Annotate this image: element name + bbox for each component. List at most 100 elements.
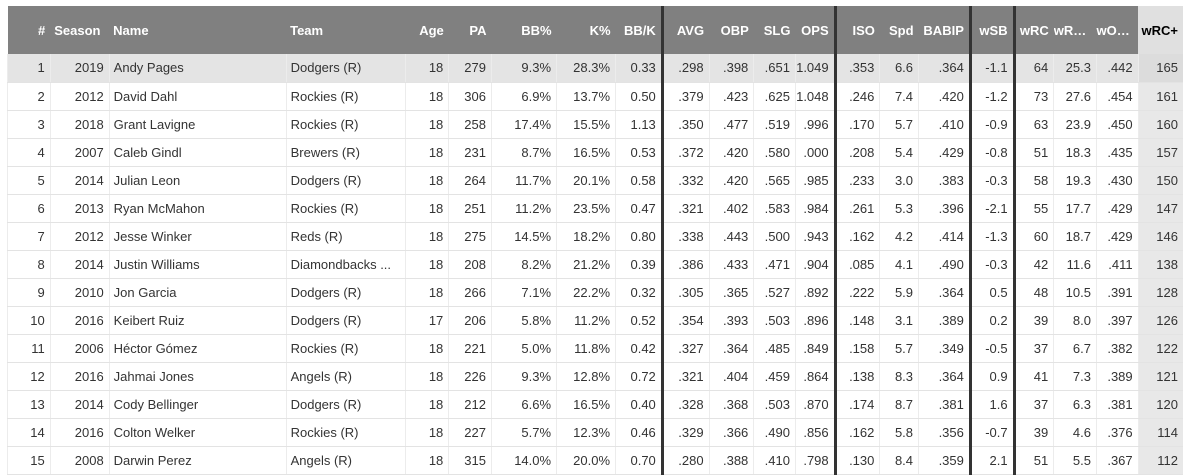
column-header-wrc-plus[interactable]: wRC+	[1138, 6, 1183, 54]
cell-babip: .429	[918, 138, 971, 167]
cell-team[interactable]: Reds (R)	[285, 222, 406, 251]
cell-wsb: -0.3	[968, 250, 1015, 279]
cell-team[interactable]: Angels (R)	[285, 362, 406, 391]
cell-iso: .162	[833, 418, 880, 447]
cell-ops: .856	[794, 418, 836, 447]
cell-slg: .459	[753, 362, 796, 391]
cell-team[interactable]: Rockies (R)	[285, 82, 406, 111]
cell-avg: .350	[660, 110, 710, 139]
table-row[interactable]: 2 2012 David Dahl Rockies (R) 18 306 6.9% 13.7%…	[7, 82, 1183, 111]
column-header-bb-pct[interactable]: BB%	[491, 6, 557, 54]
column-header-obp[interactable]: OBP	[709, 6, 754, 54]
column-header-iso[interactable]: ISO	[833, 6, 880, 54]
cell-obp: .368	[708, 390, 754, 419]
cell-wrc-plus: 160	[1137, 110, 1183, 139]
cell-wrc-plus: 150	[1137, 166, 1183, 195]
cell-ops: .798	[794, 446, 836, 475]
cell-team[interactable]: Rockies (R)	[285, 194, 406, 223]
cell-name[interactable]: Julian Leon	[108, 166, 287, 195]
column-header-wsb[interactable]: wSB	[968, 6, 1015, 54]
column-header-name[interactable]: Name	[109, 6, 287, 54]
cell-avg: .321	[660, 362, 710, 391]
cell-season: 2014	[49, 390, 110, 419]
cell-team[interactable]: Diamondbacks ...	[285, 250, 406, 279]
column-header-age[interactable]: Age	[405, 6, 449, 54]
column-header-slg[interactable]: SLG	[753, 6, 796, 54]
cell-season: 2014	[49, 250, 110, 279]
table-row[interactable]: 11 2006 Héctor Gómez Rockies (R) 18 221 5.0% 11…	[7, 334, 1183, 363]
cell-team[interactable]: Angels (R)	[285, 446, 406, 475]
cell-name[interactable]: Caleb Gindl	[108, 138, 287, 167]
cell-team[interactable]: Dodgers (R)	[285, 166, 406, 195]
table-row[interactable]: 1 2019 Andy Pages Dodgers (R) 18 279 9.3% 28.3%…	[7, 54, 1183, 83]
cell-season: 2007	[49, 138, 110, 167]
cell-name[interactable]: Jahmai Jones	[108, 362, 287, 391]
cell-pa: 251	[448, 194, 492, 223]
cell-team[interactable]: Dodgers (R)	[285, 278, 406, 307]
cell-spd: 7.4	[879, 82, 919, 111]
cell-team[interactable]: Brewers (R)	[285, 138, 406, 167]
cell-name[interactable]: Jon Garcia	[108, 278, 287, 307]
column-header-wrc[interactable]: wRC	[1012, 6, 1054, 54]
table-row[interactable]: 14 2016 Colton Welker Rockies (R) 18 227 5.7% 1…	[7, 418, 1183, 447]
cell-season: 2019	[49, 54, 110, 83]
table-row[interactable]: 7 2012 Jesse Winker Reds (R) 18 275 14.5% 18.2%…	[7, 222, 1183, 251]
column-header-bb-k[interactable]: BB/K	[615, 6, 663, 54]
cell-team[interactable]: Rockies (R)	[285, 334, 406, 363]
cell-k-pct: 16.5%	[556, 390, 616, 419]
table-row[interactable]: 13 2014 Cody Bellinger Dodgers (R) 18 212 6.6%…	[7, 390, 1183, 419]
cell-name[interactable]: Ryan McMahon	[108, 194, 287, 223]
cell-k-pct: 15.5%	[556, 110, 616, 139]
column-header-wraa[interactable]: wRAA	[1053, 6, 1097, 54]
cell-team[interactable]: Rockies (R)	[285, 110, 406, 139]
table-row[interactable]: 6 2013 Ryan McMahon Rockies (R) 18 251 11.2% 23…	[7, 194, 1183, 223]
column-header-woba[interactable]: wOBA	[1096, 6, 1139, 54]
cell-name[interactable]: Keibert Ruiz	[108, 306, 287, 335]
table-row[interactable]: 5 2014 Julian Leon Dodgers (R) 18 264 11.7% 20.…	[7, 166, 1183, 195]
column-header-ops[interactable]: OPS	[795, 6, 836, 54]
cell-bb-pct: 8.2%	[490, 250, 557, 279]
column-header-pa[interactable]: PA	[448, 6, 492, 54]
cell-team[interactable]: Dodgers (R)	[285, 306, 406, 335]
cell-name[interactable]: Cody Bellinger	[108, 390, 287, 419]
table-row[interactable]: 12 2016 Jahmai Jones Angels (R) 18 226 9.3% 12.…	[7, 362, 1183, 391]
cell-woba: .367	[1095, 446, 1139, 475]
table-row[interactable]: 3 2018 Grant Lavigne Rockies (R) 18 258 17.4% 1…	[7, 110, 1183, 139]
cell-rank: 8	[7, 250, 51, 279]
column-header-rank[interactable]: #	[7, 6, 51, 54]
cell-name[interactable]: David Dahl	[108, 82, 287, 111]
cell-age: 18	[404, 82, 449, 111]
table-row[interactable]: 9 2010 Jon Garcia Dodgers (R) 18 266 7.1% 22.2%…	[7, 278, 1183, 307]
cell-woba: .429	[1095, 222, 1139, 251]
column-header-avg[interactable]: AVG	[660, 6, 710, 54]
cell-pa: 208	[448, 250, 492, 279]
cell-bb-pct: 6.9%	[490, 82, 557, 111]
column-header-season[interactable]: Season	[50, 6, 110, 54]
cell-name[interactable]: Héctor Gómez	[108, 334, 287, 363]
table-row[interactable]: 15 2008 Darwin Perez Angels (R) 18 315 14.0% 20…	[7, 446, 1183, 475]
cell-name[interactable]: Justin Williams	[108, 250, 287, 279]
column-header-team[interactable]: Team	[286, 6, 406, 54]
cell-iso: .208	[833, 138, 880, 167]
column-header-spd[interactable]: Spd	[879, 6, 919, 54]
table-row[interactable]: 4 2007 Caleb Gindl Brewers (R) 18 231 8.7% 16.5…	[7, 138, 1183, 167]
cell-season: 2016	[49, 306, 110, 335]
cell-team[interactable]: Dodgers (R)	[285, 390, 406, 419]
column-header-k-pct[interactable]: K%	[556, 6, 616, 54]
cell-obp: .420	[708, 138, 754, 167]
cell-babip: .364	[918, 54, 971, 83]
cell-rank: 15	[7, 446, 51, 475]
cell-k-pct: 11.2%	[556, 306, 616, 335]
table-row[interactable]: 8 2014 Justin Williams Diamondbacks ... 18 20…	[7, 250, 1183, 279]
cell-team[interactable]: Rockies (R)	[285, 418, 406, 447]
column-header-babip[interactable]: BABIP	[918, 6, 971, 54]
cell-team[interactable]: Dodgers (R)	[285, 54, 406, 83]
cell-name[interactable]: Colton Welker	[108, 418, 287, 447]
cell-wsb: -1.3	[968, 222, 1015, 251]
cell-name[interactable]: Grant Lavigne	[108, 110, 287, 139]
cell-pa: 306	[448, 82, 492, 111]
cell-name[interactable]: Jesse Winker	[108, 222, 287, 251]
cell-name[interactable]: Darwin Perez	[108, 446, 287, 475]
table-row[interactable]: 10 2016 Keibert Ruiz Dodgers (R) 17 206 5.8% 11…	[7, 306, 1183, 335]
cell-name[interactable]: Andy Pages	[108, 54, 287, 83]
